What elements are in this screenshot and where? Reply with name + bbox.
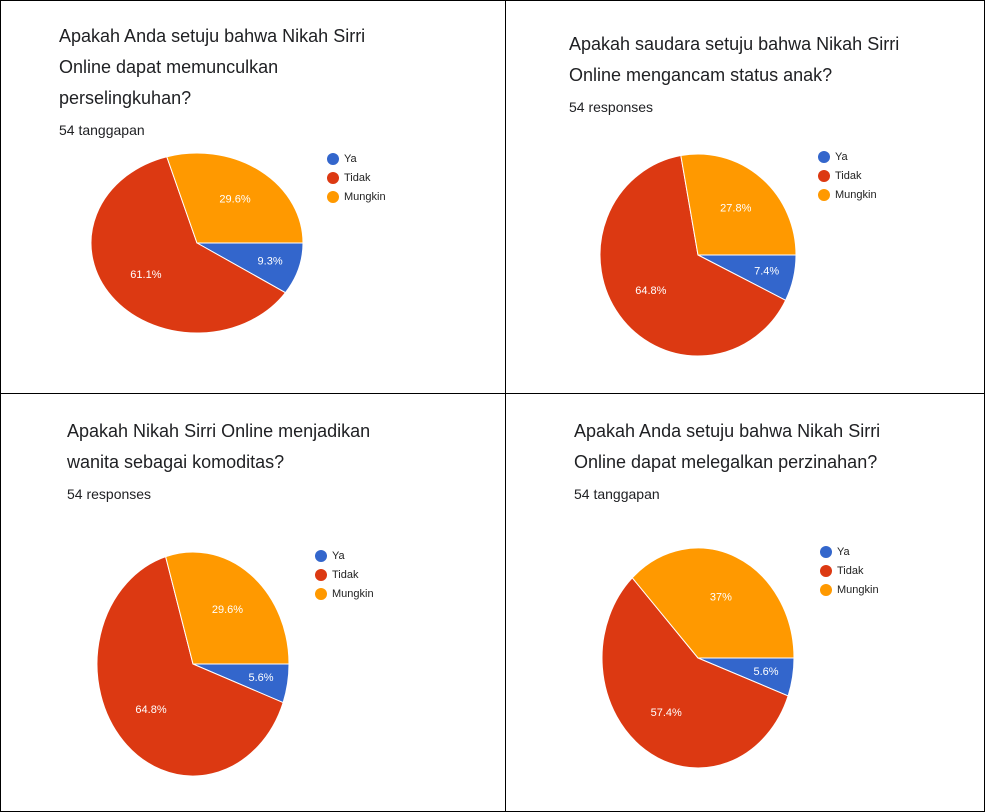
chart-cell: 7.4% 64.8% 27.8% Ya Tidak Mungkin Apakah sauda…	[505, 0, 985, 394]
legend-swatch	[818, 170, 830, 182]
chart-subtitle: 54 tanggapan	[59, 122, 145, 138]
slice-label: 64.8%	[635, 285, 666, 297]
slice-label: 29.6%	[212, 604, 243, 616]
chart-title: Apakah Anda setuju bahwa Nikah Sirri Onl…	[574, 421, 881, 472]
legend-label: Tidak	[332, 569, 359, 581]
legend-label: Tidak	[344, 172, 371, 184]
pie-slice	[599, 154, 787, 357]
slice-label: 64.8%	[135, 704, 166, 716]
legend-swatch	[818, 151, 830, 163]
chart-cell: 5.6% 57.4% 37% Ya Tidak Mungkin Apakah Anda se…	[505, 393, 985, 812]
slice-label: 7.4%	[754, 266, 779, 278]
chart: 5.6% 64.8% 29.6% Ya Tidak Mungkin	[96, 550, 374, 777]
legend-swatch	[820, 584, 832, 596]
chart: 7.4% 64.8% 27.8% Ya Tidak Mungkin	[599, 151, 877, 357]
legend-label: Ya	[837, 546, 851, 558]
slice-label: 27.8%	[720, 202, 751, 214]
chart-header: Apakah Anda setuju bahwa Nikah Sirri Onl…	[574, 416, 909, 502]
chart-title: Apakah Anda setuju bahwa Nikah Sirri Onl…	[59, 26, 366, 108]
legend-label: Tidak	[837, 565, 864, 577]
chart-title: Apakah saudara setuju bahwa Nikah Sirri …	[569, 34, 900, 85]
legend-label: Mungkin	[835, 189, 877, 201]
legend-label: Ya	[835, 151, 849, 163]
legend-label: Ya	[344, 153, 358, 165]
chart: 5.6% 57.4% 37% Ya Tidak Mungkin	[601, 546, 879, 769]
pie-slice	[96, 555, 284, 777]
legend-swatch	[315, 550, 327, 562]
slice-label: 57.4%	[651, 707, 682, 719]
slice-label: 5.6%	[249, 672, 274, 684]
slice-label: 61.1%	[130, 269, 161, 281]
chart-subtitle: 54 responses	[67, 486, 152, 502]
chart-header: Apakah Anda setuju bahwa Nikah Sirri Onl…	[59, 21, 394, 138]
pie-slice	[90, 156, 287, 334]
legend-swatch	[327, 172, 339, 184]
legend-swatch	[327, 153, 339, 165]
legend-swatch	[315, 588, 327, 600]
chart-header: Apakah Nikah Sirri Online menjadikan wan…	[67, 416, 402, 502]
chart-subtitle: 54 responses	[569, 99, 654, 115]
pie-slice	[680, 153, 797, 256]
slice-label: 29.6%	[219, 194, 250, 206]
legend-label: Ya	[332, 550, 346, 562]
chart-subtitle: 54 tanggapan	[574, 486, 660, 502]
legend-swatch	[315, 569, 327, 581]
slice-label: 9.3%	[258, 256, 283, 268]
legend-label: Mungkin	[837, 584, 879, 596]
legend-label: Mungkin	[344, 191, 386, 203]
slice-label: 5.6%	[754, 666, 779, 678]
legend-label: Tidak	[835, 170, 862, 182]
chart: 9.3% 61.1% 29.6% Ya Tidak Mungkin	[90, 152, 386, 334]
pie-slice	[601, 577, 789, 769]
slice-label: 37%	[710, 591, 732, 603]
chart-title: Apakah Nikah Sirri Online menjadikan wan…	[67, 421, 371, 472]
chart-cell: 9.3% 61.1% 29.6% Ya Tidak Mungkin Apakah Anda …	[0, 0, 506, 394]
chart-cell: 5.6% 64.8% 29.6% Ya Tidak Mungkin Apakah Nikah…	[0, 393, 506, 812]
legend-swatch	[327, 191, 339, 203]
chart-header: Apakah saudara setuju bahwa Nikah Sirri …	[569, 29, 904, 115]
pie-slice	[166, 152, 304, 244]
legend-swatch	[820, 546, 832, 558]
legend-swatch	[820, 565, 832, 577]
pie-slice	[631, 547, 795, 659]
legend-label: Mungkin	[332, 588, 374, 600]
legend-swatch	[818, 189, 830, 201]
pie-slice	[165, 551, 290, 665]
